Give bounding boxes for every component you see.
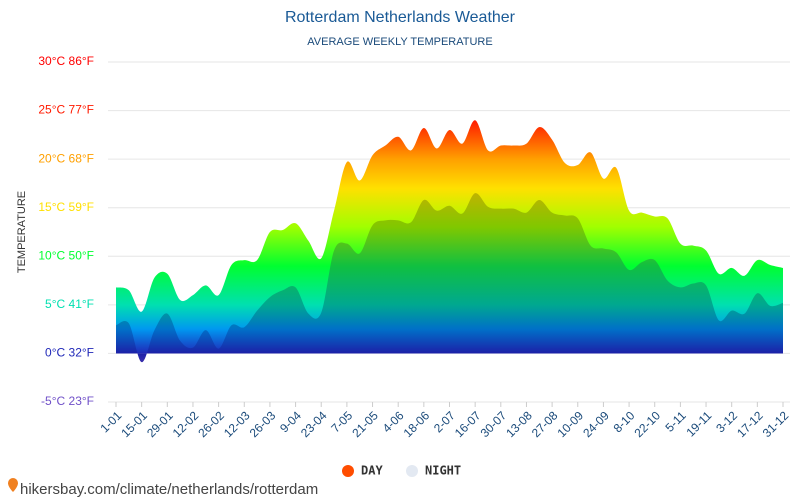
- x-tick-label: 26-03: [247, 408, 279, 440]
- night-area: [116, 193, 783, 363]
- chart-title: Rotterdam Netherlands Weather: [285, 9, 516, 26]
- x-tick-label: 13-08: [503, 408, 535, 440]
- y-tick-label: -5°C 23°F: [41, 394, 94, 408]
- x-tick-label: 23-04: [298, 408, 330, 440]
- y-tick-label: 30°C 86°F: [38, 54, 94, 68]
- y-tick-label: 5°C 41°F: [45, 297, 94, 311]
- y-axis-label: TEMPERATURE: [16, 191, 28, 273]
- location-icon: [8, 478, 18, 492]
- x-tick-label: 29-01: [144, 408, 176, 440]
- legend-label: NIGHT: [425, 464, 461, 478]
- x-tick-label: 24-09: [580, 408, 612, 440]
- y-tick-label: 10°C 50°F: [38, 248, 94, 262]
- source-link[interactable]: hikersbay.com/climate/netherlands/rotter…: [20, 481, 318, 498]
- x-tick-label: 12-03: [221, 408, 253, 440]
- x-tick-label: 17-12: [734, 408, 766, 440]
- legend-marker: [406, 465, 418, 477]
- x-tick-label: 31-12: [760, 408, 792, 440]
- x-tick-label: 22-10: [631, 408, 663, 440]
- x-tick-label: 18-06: [401, 408, 433, 440]
- chart-subtitle: AVERAGE WEEKLY TEMPERATURE: [307, 36, 492, 48]
- x-tick-label: 15-01: [118, 408, 150, 440]
- y-tick-label: 0°C 32°F: [45, 346, 94, 360]
- x-tick-label: 30-07: [478, 408, 510, 440]
- x-tick-label: 16-07: [452, 408, 484, 440]
- plot-area: -5°C 23°F 0°C 32°F 5°C 41°F 10°C 50°F 15°C 5…: [38, 54, 791, 477]
- legend-marker: [342, 465, 354, 477]
- x-tick-label: 10-09: [555, 408, 587, 440]
- y-tick-label: 20°C 68°F: [38, 151, 94, 165]
- x-tick-label: 12-02: [170, 408, 202, 440]
- y-tick-label: 15°C 59°F: [38, 200, 94, 214]
- x-tick-label: 26-02: [195, 408, 227, 440]
- x-tick-label: 19-11: [683, 408, 714, 439]
- legend-label: DAY: [361, 464, 383, 478]
- y-tick-label: 25°C 77°F: [38, 103, 94, 117]
- x-tick-label: 21-05: [349, 408, 381, 440]
- x-tick-label: 27-08: [529, 408, 561, 440]
